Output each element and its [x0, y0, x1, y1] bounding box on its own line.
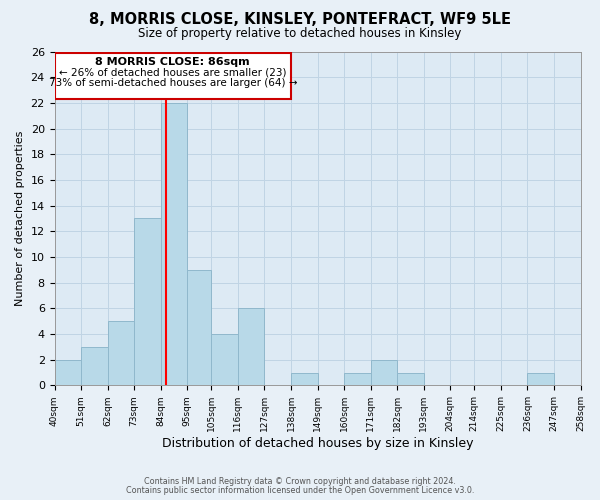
Text: 8, MORRIS CLOSE, KINSLEY, PONTEFRACT, WF9 5LE: 8, MORRIS CLOSE, KINSLEY, PONTEFRACT, WF…: [89, 12, 511, 28]
Bar: [344, 372, 371, 386]
Bar: [161, 103, 187, 386]
Y-axis label: Number of detached properties: Number of detached properties: [15, 130, 25, 306]
Bar: [81, 347, 107, 386]
Bar: [527, 372, 554, 386]
Bar: [134, 218, 161, 386]
Bar: [397, 372, 424, 386]
Text: ← 26% of detached houses are smaller (23): ← 26% of detached houses are smaller (23…: [59, 68, 287, 78]
Text: 73% of semi-detached houses are larger (64) →: 73% of semi-detached houses are larger (…: [49, 78, 297, 88]
Text: 8 MORRIS CLOSE: 86sqm: 8 MORRIS CLOSE: 86sqm: [95, 58, 250, 68]
Text: Size of property relative to detached houses in Kinsley: Size of property relative to detached ho…: [139, 28, 461, 40]
Text: Contains public sector information licensed under the Open Government Licence v3: Contains public sector information licen…: [126, 486, 474, 495]
FancyBboxPatch shape: [55, 53, 291, 99]
Text: Contains HM Land Registry data © Crown copyright and database right 2024.: Contains HM Land Registry data © Crown c…: [144, 477, 456, 486]
Bar: [211, 334, 238, 386]
Bar: [55, 360, 81, 386]
Bar: [238, 308, 265, 386]
Bar: [107, 321, 134, 386]
X-axis label: Distribution of detached houses by size in Kinsley: Distribution of detached houses by size …: [162, 437, 473, 450]
Bar: [291, 372, 317, 386]
Bar: [371, 360, 397, 386]
Bar: [187, 270, 211, 386]
